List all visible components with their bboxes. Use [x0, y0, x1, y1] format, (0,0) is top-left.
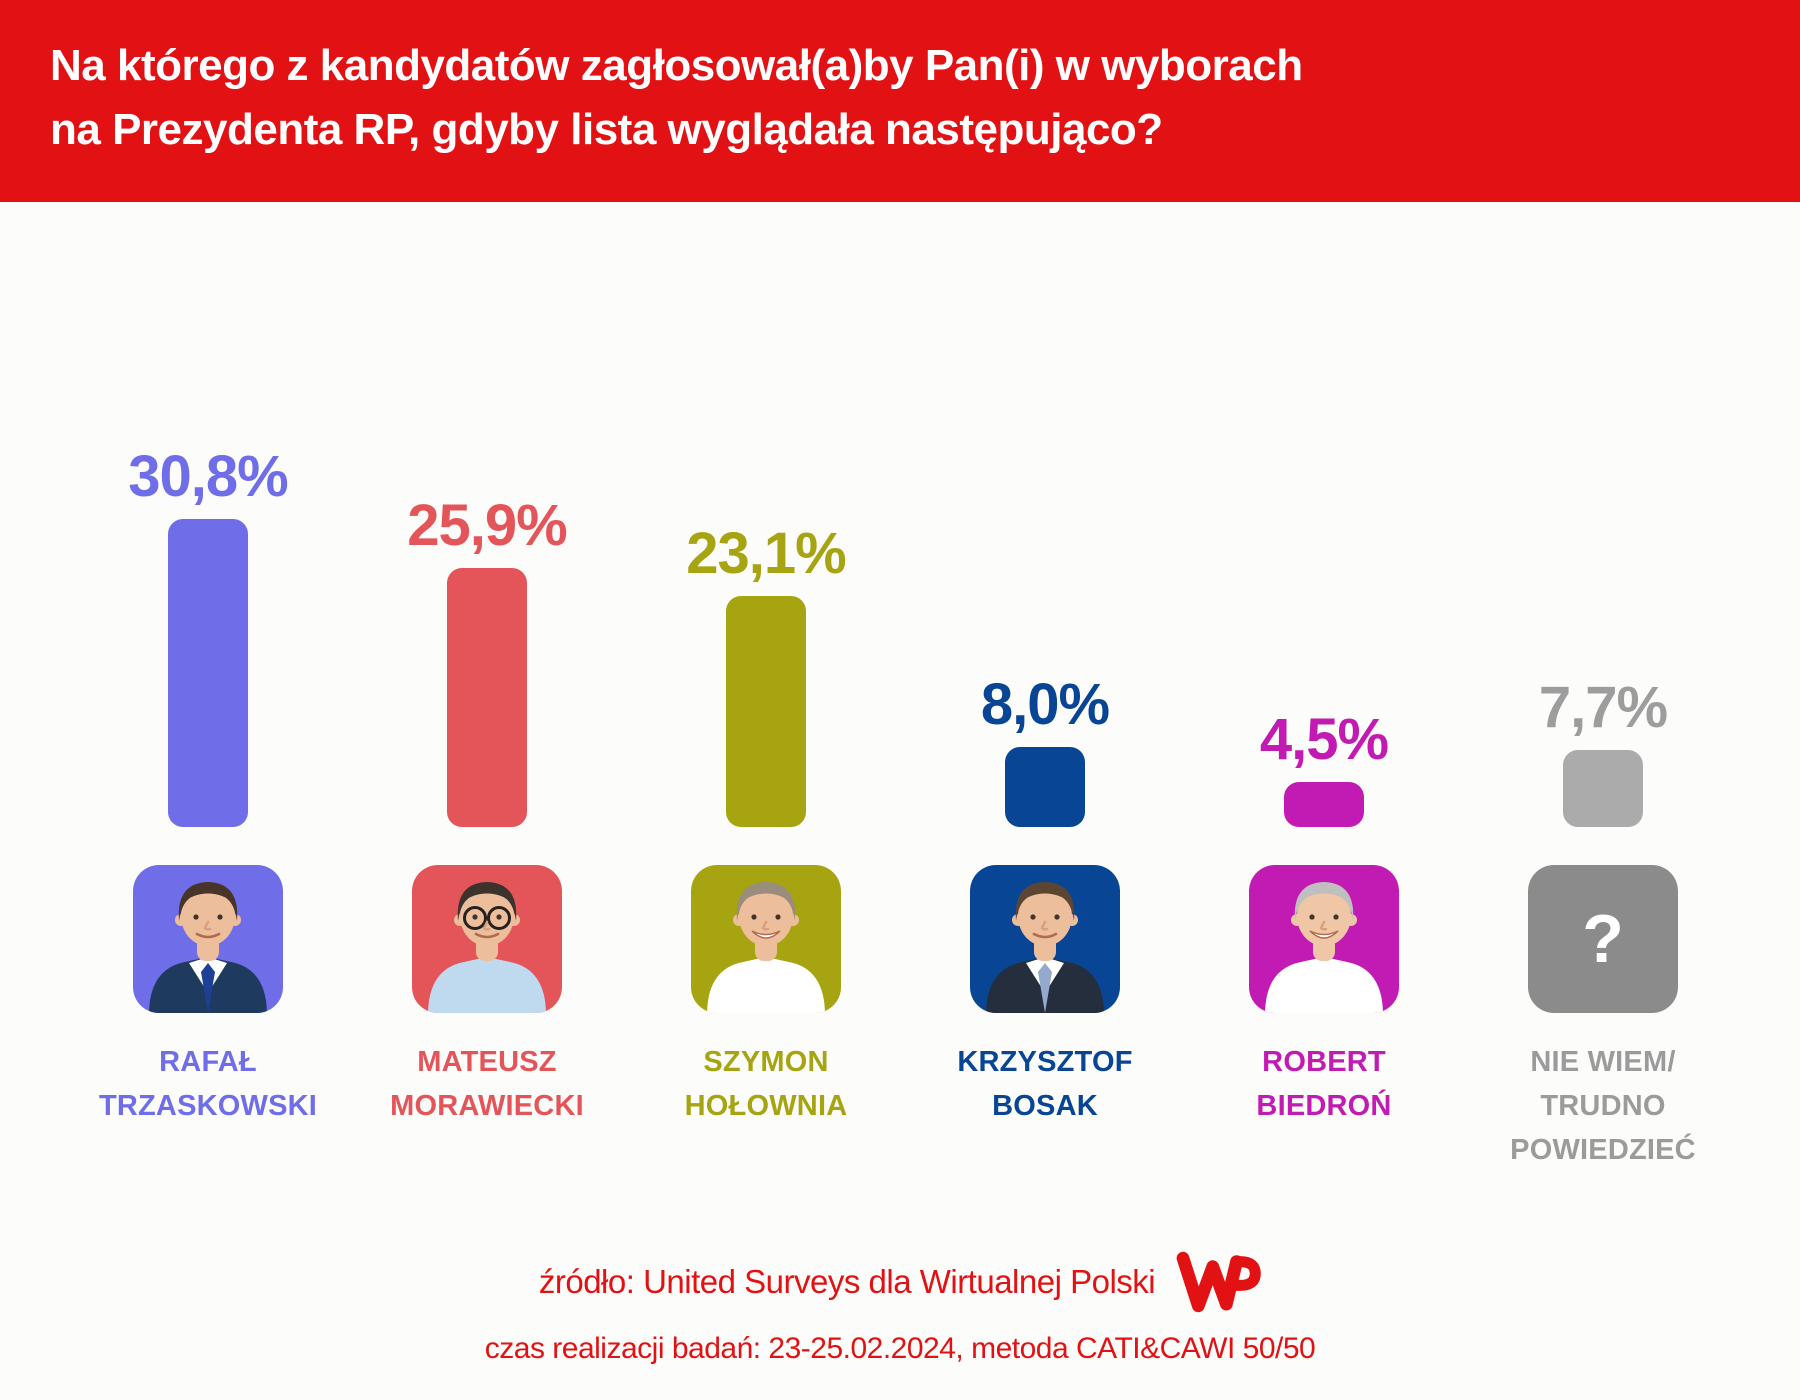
source-row: źródło: United Surveys dla Wirtualnej Po… — [0, 1248, 1800, 1316]
survey-details-text: czas realizacji badań: 23-25.02.2024, me… — [484, 1332, 1316, 1365]
column-robert-biedron: 4,5% ROBERT BIEDROŃ — [1184, 0, 1464, 1400]
column-krzysztof-bosak: 8,0% KRZYSZTOF BOSAK — [905, 0, 1185, 1400]
value-label-nie-wiem: 7,7% — [1538, 675, 1668, 740]
candidate-name-szymon-holownia: SZYMON HOŁOWNIA — [684, 1046, 848, 1122]
question-line-2: na Prezydenta RP, gdyby lista wyglądała … — [50, 105, 1163, 154]
question-mark-icon: ? — [1582, 901, 1624, 977]
question-line-1: Na którego z kandydatów zagłosował(a)by … — [50, 41, 1303, 90]
column-rafal-trzaskowski: 30,8% RAFAŁ TRZASKOWSKI — [68, 0, 348, 1400]
portrait-icon — [1265, 882, 1383, 1013]
candidate-name-rafal-trzaskowski: RAFAŁ TRZASKOWSKI — [98, 1046, 318, 1122]
value-label-szymon-holownia: 23,1% — [686, 521, 846, 586]
portrait-icon — [149, 882, 267, 1013]
portrait-icon — [428, 882, 546, 1013]
wp-logo-icon — [1176, 1251, 1261, 1313]
column-szymon-holownia: 23,1% SZYMON HOŁOWNIA — [626, 0, 906, 1400]
avatar-rafal-trzaskowski — [133, 865, 283, 1013]
avatar-krzysztof-bosak — [970, 865, 1120, 1013]
column-nie-wiem: 7,7% ? NIE WIEM/ TRUDNO POWIEDZIEĆ — [1463, 0, 1743, 1400]
source-text: źródło: United Surveys dla Wirtualnej Po… — [538, 1263, 1156, 1300]
bar-rafal-trzaskowski — [168, 519, 248, 827]
question-header: Na którego z kandydatów zagłosował(a)by … — [0, 0, 1800, 202]
value-label-robert-biedron: 4,5% — [1259, 707, 1389, 772]
avatar-nie-wiem: ? — [1528, 865, 1678, 1013]
bar-krzysztof-bosak — [1005, 747, 1085, 827]
bar-szymon-holownia — [726, 596, 806, 827]
bar-nie-wiem — [1563, 750, 1643, 827]
bar-mateusz-morawiecki — [447, 568, 527, 827]
value-label-rafal-trzaskowski: 30,8% — [128, 444, 288, 509]
candidate-name-krzysztof-bosak: KRZYSZTOF BOSAK — [957, 1046, 1133, 1122]
portrait-icon — [707, 882, 825, 1013]
candidate-name-robert-biedron: ROBERT BIEDROŃ — [1256, 1046, 1392, 1122]
candidate-name-mateusz-morawiecki: MATEUSZ MORAWIECKI — [390, 1046, 584, 1122]
value-label-krzysztof-bosak: 8,0% — [980, 672, 1110, 737]
avatar-robert-biedron — [1249, 865, 1399, 1013]
column-mateusz-morawiecki: 25,9% MATEUSZ MORAWIECKI — [347, 0, 627, 1400]
portrait-icon — [986, 882, 1104, 1013]
avatar-mateusz-morawiecki — [412, 865, 562, 1013]
avatar-szymon-holownia — [691, 865, 841, 1013]
candidate-name-nie-wiem: NIE WIEM/ TRUDNO POWIEDZIEĆ — [1510, 1046, 1696, 1166]
value-label-mateusz-morawiecki: 25,9% — [407, 493, 567, 558]
bar-robert-biedron — [1284, 782, 1364, 827]
footer: źródło: United Surveys dla Wirtualnej Po… — [0, 1248, 1800, 1366]
